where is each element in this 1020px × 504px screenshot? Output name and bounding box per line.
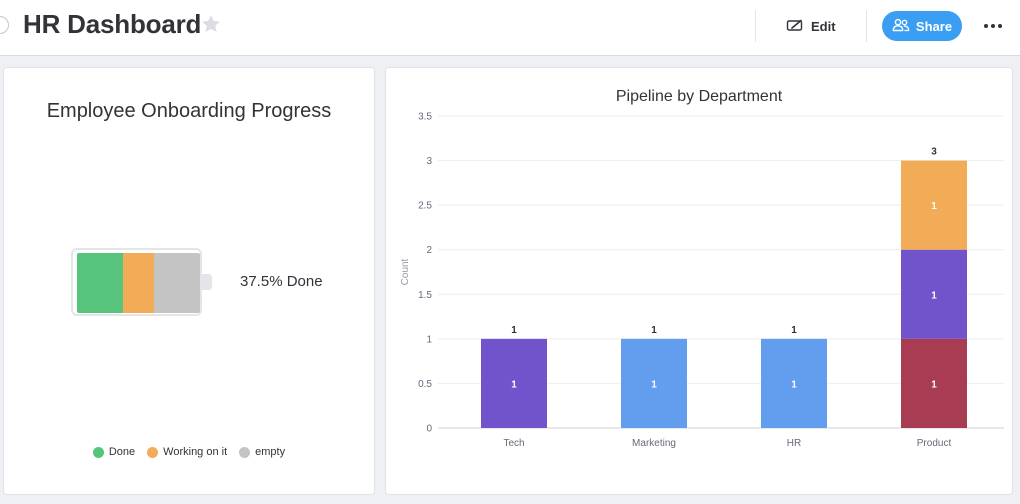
progress-percentage: 37.5% Done — [240, 273, 323, 290]
y-tick-label: 2.5 — [418, 201, 432, 212]
share-button[interactable]: Share — [882, 11, 962, 41]
x-tick-label: Marketing — [632, 438, 676, 449]
pencil-icon — [786, 18, 804, 35]
battery-segment-done — [77, 253, 124, 313]
battery-segment-empty — [153, 253, 200, 313]
collapse-handle[interactable] — [0, 16, 9, 34]
stacked-bar-chart: 0 0.5 1 1.5 2 2.5 3 3.5 Count 1 1 Tech 1 1 Marketing 1 1… — [400, 112, 1004, 449]
battery-tip — [202, 274, 212, 290]
bar-segment — [901, 249, 967, 339]
header-divider — [866, 10, 867, 42]
dashboard-header: HR Dashboard Edit Share — [0, 0, 1020, 56]
y-tick-label: 1 — [426, 334, 432, 345]
bar-segment-label: 1 — [791, 379, 797, 390]
chart-title: Pipeline by Department — [615, 88, 783, 105]
status-legend: Done Working on it empty — [4, 446, 374, 458]
bar-segment — [761, 338, 827, 428]
y-tick-label: 1.5 — [418, 290, 432, 301]
bar-total-label: 3 — [931, 147, 937, 158]
bar-segment-label: 1 — [931, 379, 937, 390]
battery-fill — [77, 253, 200, 313]
legend-label: empty — [255, 446, 286, 458]
edit-label: Edit — [811, 18, 836, 34]
bar-total-label: 1 — [651, 325, 657, 336]
bar-segment — [621, 338, 687, 428]
legend-dot — [239, 446, 251, 458]
page-title: HR Dashboard — [23, 9, 202, 39]
star-icon[interactable] — [200, 13, 222, 35]
y-tick-label: 3 — [426, 156, 432, 167]
battery-segment-working-on-it — [123, 253, 154, 313]
bar-segment-label: 1 — [931, 201, 937, 212]
x-tick-label: Product — [917, 438, 952, 449]
bar-segment — [901, 160, 967, 250]
pipeline-chart-widget: Pipeline by Department 0 0.5 1 1.5 2 2.5 3 3.5 C… — [385, 67, 1013, 495]
bar-segment-label: 1 — [511, 379, 517, 390]
battery-indicator — [71, 248, 202, 316]
edit-button[interactable]: Edit — [776, 12, 848, 40]
legend-label: Done — [108, 446, 136, 458]
share-label: Share — [915, 18, 953, 34]
legend-item: Working on it — [147, 446, 227, 458]
y-axis-label: Count — [400, 258, 411, 285]
x-tick-label: Tech — [503, 438, 524, 449]
onboarding-progress-widget: Employee Onboarding Progress 37.5% Done … — [3, 67, 375, 495]
bar-segment — [901, 338, 967, 428]
bar-total-label: 1 — [791, 325, 797, 336]
legend-dot — [92, 446, 104, 458]
header-divider — [755, 10, 756, 42]
legend-item: empty — [239, 446, 285, 458]
bar-total-label: 1 — [511, 325, 517, 336]
bar-segment — [481, 338, 547, 428]
x-tick-label: HR — [787, 438, 801, 449]
y-tick-label: 2 — [426, 245, 432, 256]
legend-dot — [147, 446, 159, 458]
legend-label: Working on it — [163, 446, 228, 458]
y-tick-label: 3.5 — [418, 112, 432, 123]
more-horizontal-icon[interactable] — [979, 13, 1007, 39]
widget-title: Employee Onboarding Progress — [46, 100, 332, 122]
y-tick-label: 0.5 — [418, 379, 432, 390]
bar-segment-label: 1 — [931, 290, 937, 301]
legend-item: Done — [92, 446, 136, 458]
y-tick-label: 0 — [426, 424, 432, 435]
people-icon — [892, 18, 910, 35]
bar-segment-label: 1 — [651, 379, 657, 390]
